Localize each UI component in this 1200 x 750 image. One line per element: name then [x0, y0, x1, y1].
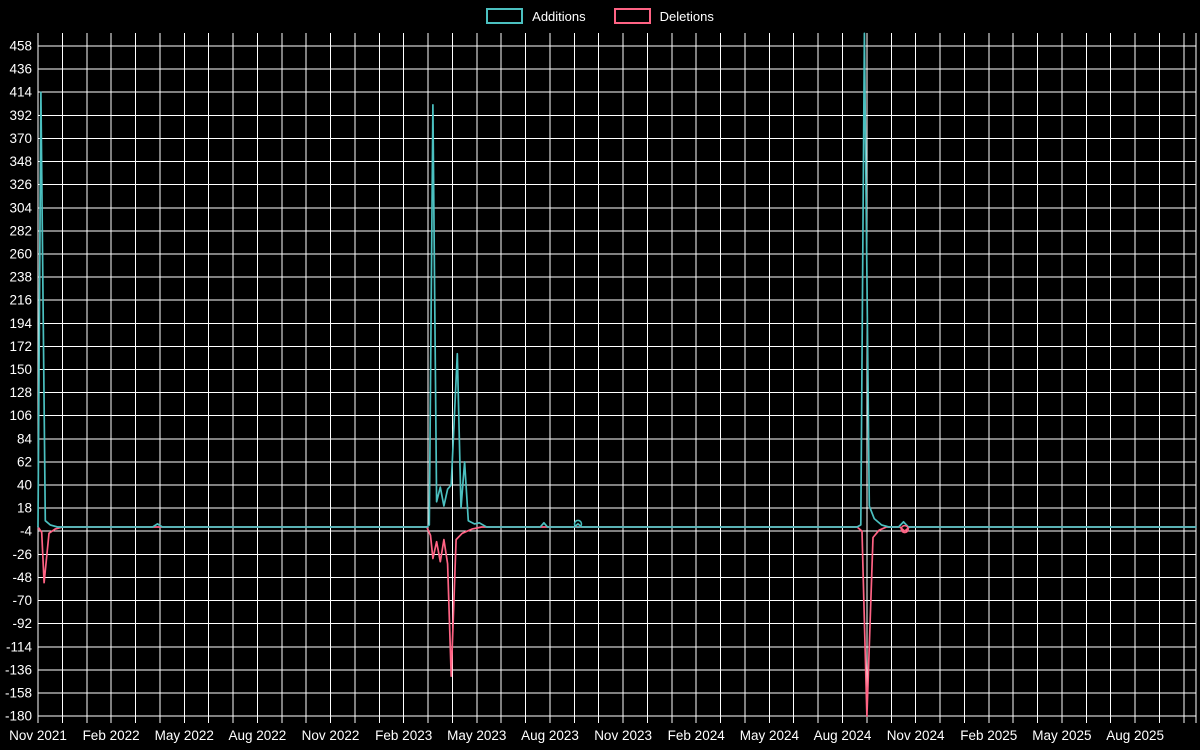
svg-text:May 2024: May 2024: [740, 728, 800, 743]
svg-text:Feb 2025: Feb 2025: [960, 728, 1017, 743]
svg-text:Aug 2022: Aug 2022: [228, 728, 286, 743]
svg-text:Feb 2024: Feb 2024: [668, 728, 726, 743]
svg-text:Feb 2022: Feb 2022: [83, 728, 140, 743]
svg-text:Aug 2024: Aug 2024: [814, 728, 872, 743]
svg-text:-26: -26: [12, 547, 32, 562]
svg-text:-158: -158: [5, 686, 32, 701]
svg-text:128: 128: [9, 385, 32, 400]
svg-text:Nov 2021: Nov 2021: [9, 728, 67, 743]
svg-text:-92: -92: [12, 616, 32, 631]
svg-text:370: 370: [9, 131, 32, 146]
svg-text:18: 18: [17, 501, 32, 516]
svg-text:40: 40: [17, 478, 32, 493]
legend-label-deletions: Deletions: [659, 8, 714, 24]
svg-text:348: 348: [9, 154, 32, 169]
svg-text:150: 150: [9, 362, 32, 377]
chart-legend: Additions Deletions: [0, 8, 1200, 24]
svg-text:106: 106: [9, 408, 32, 423]
svg-text:414: 414: [9, 85, 32, 100]
svg-text:-70: -70: [12, 593, 32, 608]
deletions-swatch-icon: [613, 8, 651, 24]
svg-text:Nov 2023: Nov 2023: [594, 728, 652, 743]
svg-text:194: 194: [9, 316, 32, 331]
svg-text:Nov 2024: Nov 2024: [887, 728, 945, 743]
legend-label-additions: Additions: [532, 8, 586, 24]
svg-text:-180: -180: [5, 709, 32, 724]
legend-item-deletions[interactable]: Deletions: [613, 8, 714, 24]
svg-text:216: 216: [9, 293, 32, 308]
svg-text:Aug 2023: Aug 2023: [521, 728, 579, 743]
svg-text:Feb 2023: Feb 2023: [375, 728, 432, 743]
svg-text:-114: -114: [6, 639, 33, 654]
svg-text:172: 172: [9, 339, 32, 354]
svg-text:260: 260: [9, 247, 32, 262]
svg-text:436: 436: [9, 62, 32, 77]
svg-text:Aug 2025: Aug 2025: [1106, 728, 1164, 743]
svg-text:282: 282: [9, 223, 32, 238]
additions-swatch-icon: [486, 8, 524, 24]
svg-text:84: 84: [17, 431, 33, 446]
svg-text:May 2025: May 2025: [1032, 728, 1091, 743]
svg-text:62: 62: [17, 454, 32, 469]
svg-text:304: 304: [9, 200, 32, 215]
svg-text:458: 458: [9, 39, 32, 54]
svg-text:-48: -48: [12, 570, 32, 585]
svg-text:326: 326: [9, 177, 32, 192]
legend-item-additions[interactable]: Additions: [486, 8, 586, 24]
svg-text:238: 238: [9, 270, 32, 285]
svg-text:-4: -4: [20, 524, 32, 539]
svg-text:392: 392: [9, 108, 32, 123]
svg-text:May 2022: May 2022: [155, 728, 214, 743]
svg-text:May 2023: May 2023: [447, 728, 506, 743]
svg-text:-136: -136: [5, 662, 32, 677]
svg-text:Nov 2022: Nov 2022: [302, 728, 360, 743]
